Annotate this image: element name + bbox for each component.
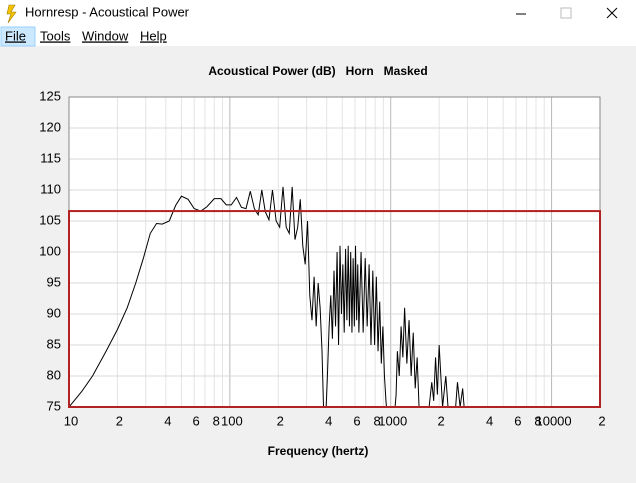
y-tick-label: 80	[47, 367, 61, 382]
y-tick-label: 110	[40, 181, 61, 196]
menu-item[interactable]: File	[5, 28, 26, 43]
x-tick-label: 1000	[378, 413, 407, 428]
y-tick-label: 105	[39, 212, 61, 227]
menu-highlight	[0, 26, 36, 47]
x-tick-label: 8	[534, 413, 541, 428]
app-icon	[6, 4, 17, 24]
y-tick-label: 75	[47, 398, 61, 413]
x-tick-label: 8	[213, 413, 220, 428]
x-axis-label: Frequency (hertz)	[268, 444, 369, 458]
x-tick-label: 8	[374, 413, 381, 428]
x-tick-label: 2	[277, 413, 284, 428]
y-tick-label: 120	[39, 119, 61, 134]
x-tick-label: 6	[193, 413, 200, 428]
maximize-button[interactable]	[560, 7, 572, 19]
menu-item[interactable]: Tools	[40, 28, 71, 43]
x-tick-label: 100	[221, 413, 243, 428]
chart: Acoustical Power (dB) Horn Masked Freque…	[208, 64, 427, 458]
x-tick-label: 10	[64, 413, 78, 428]
menu: File Tools Window Help	[5, 28, 167, 43]
y-tick-label: 95	[47, 274, 61, 289]
title-bar	[0, 0, 636, 28]
x-tick-label: 2	[438, 413, 445, 428]
x-tick-label: 10000	[535, 413, 571, 428]
x-tick-label: 4	[486, 413, 493, 428]
window-title: Hornresp - Acoustical Power	[25, 4, 190, 19]
chart-title: Acoustical Power (dB) Horn Masked	[208, 64, 427, 78]
y-tick-label: 100	[39, 243, 61, 258]
x-tick-label: 2	[116, 413, 123, 428]
y-tick-label: 115	[40, 150, 61, 165]
close-button[interactable]	[606, 7, 618, 19]
y-tick-label: 125	[39, 88, 61, 103]
x-tick-label: 4	[325, 413, 332, 428]
menu-item[interactable]: Help	[140, 28, 167, 43]
menu-bar	[0, 28, 636, 46]
menu-item[interactable]: Window	[82, 28, 129, 43]
x-tick-label: 4	[164, 413, 171, 428]
series-line	[69, 186, 465, 407]
x-tick-label: 2	[598, 413, 605, 428]
x-tick-label: 6	[353, 413, 360, 428]
y-tick-label: 85	[47, 336, 61, 351]
mask-box	[68, 210, 601, 408]
x-tick-label: 6	[514, 413, 521, 428]
y-tick-label: 90	[47, 305, 61, 320]
